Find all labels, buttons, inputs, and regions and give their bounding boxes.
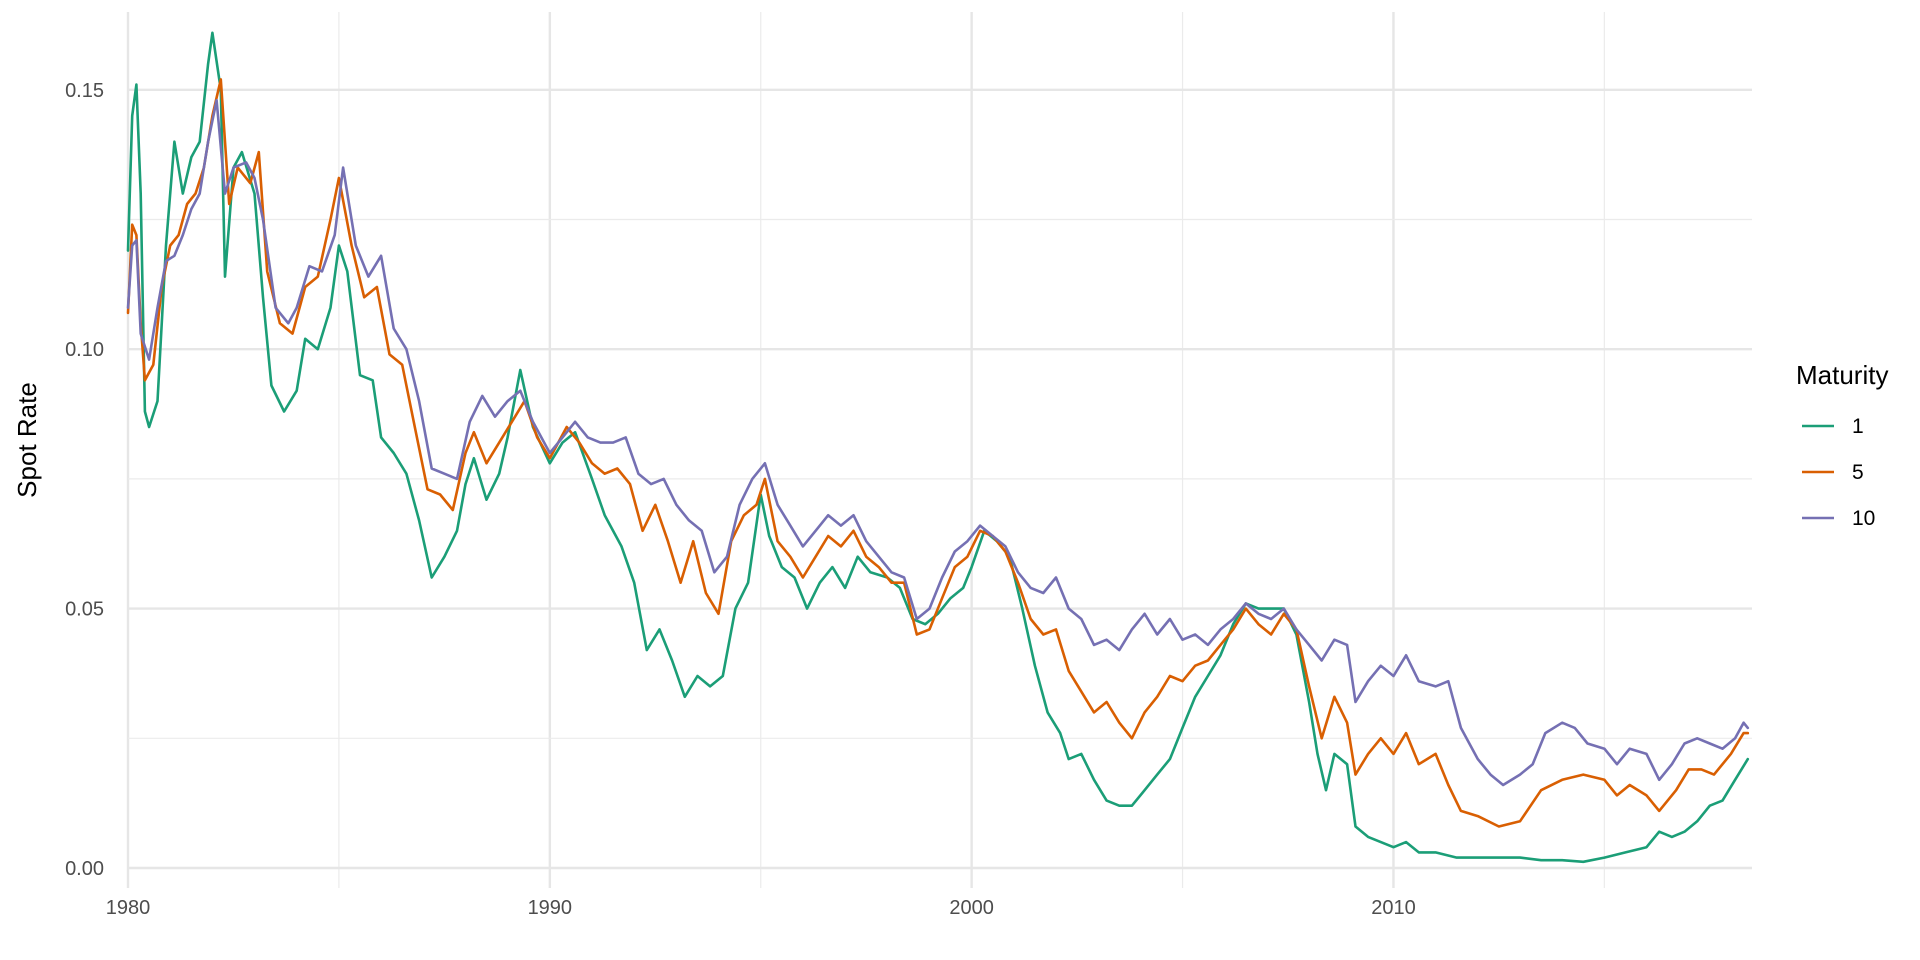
series-line-1 bbox=[126, 31, 1750, 864]
legend-label: 10 bbox=[1852, 507, 1875, 530]
legend-label: 1 bbox=[1852, 415, 1864, 438]
x-tick-label: 1980 bbox=[106, 897, 151, 919]
x-tick-label: 2010 bbox=[1371, 897, 1416, 919]
legend-label: 5 bbox=[1852, 461, 1864, 484]
y-axis-title: Spot Rate bbox=[12, 382, 42, 498]
y-tick-label: 0.00 bbox=[65, 858, 104, 880]
y-tick-label: 0.05 bbox=[65, 599, 104, 621]
series-line-10 bbox=[126, 98, 1750, 787]
grid-lines bbox=[126, 12, 1752, 888]
y-tick-label: 0.10 bbox=[65, 339, 104, 361]
y-tick-label: 0.15 bbox=[65, 80, 104, 102]
axis-ticks: 1980 1990 2000 2010 0.00 0.05 0.10 0.15 bbox=[65, 80, 1416, 919]
legend: Maturity 1 5 10 bbox=[1796, 360, 1888, 530]
series-line-5 bbox=[126, 78, 1750, 828]
x-tick-label: 2000 bbox=[949, 897, 994, 919]
legend-title: Maturity bbox=[1796, 360, 1888, 390]
series-lines bbox=[126, 31, 1750, 864]
x-tick-label: 1990 bbox=[528, 897, 573, 919]
